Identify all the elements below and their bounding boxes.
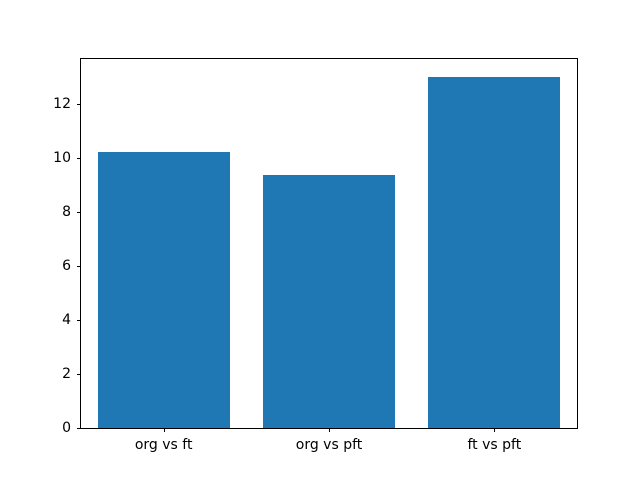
- y-tick-mark: [77, 265, 81, 267]
- y-tick-label: 12: [53, 95, 71, 112]
- x-tick-mark: [163, 428, 165, 432]
- y-tick-mark: [77, 319, 81, 321]
- x-tick-mark: [329, 428, 330, 432]
- y-tick-mark: [77, 428, 81, 429]
- y-tick-label: 2: [62, 365, 71, 382]
- y-tick-label: 0: [62, 420, 71, 436]
- y-tick-label: 10: [53, 149, 71, 166]
- x-tick-label-org-vs-ft: org vs ft: [134, 437, 193, 453]
- y-tick-label: 8: [62, 203, 71, 220]
- bar-org-vs-ft: [97, 152, 230, 428]
- x-tick-label-ft-vs-pft: ft vs pft: [467, 437, 522, 453]
- x-tick-mark: [494, 428, 496, 432]
- y-tick-mark: [77, 157, 81, 159]
- y-tick-label: 4: [62, 311, 71, 328]
- y-tick-label: 6: [62, 257, 71, 274]
- y-tick-mark: [77, 103, 81, 105]
- y-tick-mark: [77, 211, 81, 213]
- x-tick-label-org-vs-pft: org vs pft: [295, 437, 363, 453]
- bar-org-vs-pft: [262, 175, 396, 428]
- bar-ft-vs-pft: [428, 76, 561, 428]
- y-tick-mark: [77, 373, 81, 375]
- plot-area: 0 2 4 6 8 10 12 org vs ft org vs pft ft vs pft: [53, 58, 578, 453]
